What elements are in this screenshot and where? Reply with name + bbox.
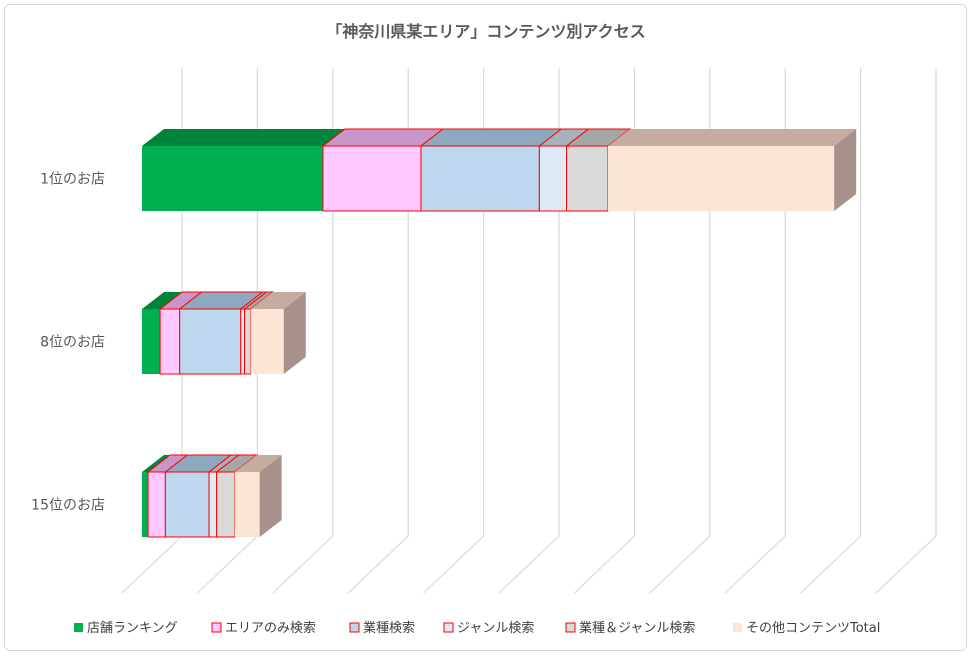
legend-item: 業種検索: [349, 620, 415, 636]
bar-segment: [419, 128, 563, 212]
gridline-floor: [272, 535, 334, 594]
bar-segment: [565, 128, 632, 212]
category-labels: 1位のお店 8位のお店 15位のお店: [31, 172, 105, 514]
bar-segment: [250, 292, 306, 374]
bar-segment: [142, 129, 345, 211]
category-label: 1位のお店: [40, 172, 105, 188]
bar-segment: [142, 455, 171, 537]
bar-front-face: [142, 309, 161, 374]
bar-side-face: [834, 129, 857, 211]
bar-top-face: [607, 129, 857, 146]
bar-front-face: [142, 472, 149, 537]
gridline-floor: [498, 535, 560, 594]
gridline-floor: [724, 535, 786, 594]
bar-segment: [215, 454, 259, 538]
legend-swatch: [74, 623, 83, 632]
bar-segment: [321, 128, 445, 212]
bar-front-face: [159, 308, 181, 375]
legend-label: 店舗ランキング: [87, 621, 178, 636]
bar-front-face: [250, 309, 284, 374]
bar-front-face: [607, 146, 835, 211]
gridline-floor: [121, 535, 183, 594]
chart-title: 「神奈川県某エリア」コンテンツ別アクセス: [326, 22, 645, 41]
gridline-floor: [347, 535, 409, 594]
category-label: 15位のお店: [31, 498, 105, 514]
bar-side-face: [259, 455, 282, 537]
bar-front-face: [566, 145, 609, 212]
bar-front-face: [420, 145, 540, 212]
bar-top-face: [419, 128, 563, 147]
legend-label: ジャンル検索: [457, 621, 534, 636]
gridline-floor: [800, 535, 862, 594]
bar-front-face: [179, 308, 242, 375]
bar-segment: [607, 129, 857, 211]
bar-front-face: [216, 471, 236, 538]
legend-item: その他コンテンツTotal: [733, 621, 880, 636]
gridline-floor: [649, 535, 711, 594]
bar-segment: [537, 128, 590, 212]
bars: [142, 128, 857, 538]
legend-swatch: [733, 623, 742, 632]
bar-top-face: [142, 292, 183, 309]
bar-front-face: [142, 146, 323, 211]
legend-label: その他コンテンツTotal: [746, 621, 880, 636]
bar-front-face: [244, 308, 252, 375]
legend-item: エリアのみ検索: [211, 621, 316, 636]
bar-front-face: [322, 145, 422, 212]
bar-front-face: [538, 145, 568, 212]
bar-front-face: [164, 471, 210, 538]
legend-item: ジャンル検索: [443, 621, 534, 636]
bar-top-face: [250, 292, 306, 309]
bar-segment: [163, 454, 233, 538]
gridline-floor: [875, 535, 937, 594]
bar-front-face: [240, 308, 246, 375]
legend-swatch: [443, 622, 454, 633]
legend: 店舗ランキング エリアのみ検索 業種検索 ジャンル検索 業種＆ジャンル検索 その他コンテン…: [74, 620, 880, 636]
bar-segment: [142, 292, 183, 374]
legend-swatch: [349, 622, 360, 633]
bar-front-face: [234, 472, 260, 537]
legend-swatch: [565, 622, 576, 633]
bar-top-face: [142, 455, 171, 472]
legend-label: 業種＆ジャンル検索: [579, 620, 695, 636]
bar-top-face: [142, 129, 345, 146]
gridline-floor: [573, 535, 635, 594]
bar-front-face: [147, 471, 166, 538]
bar-side-face: [283, 292, 306, 374]
bar-segment: [158, 291, 204, 375]
legend-item: 業種＆ジャンル検索: [565, 620, 695, 636]
legend-label: エリアのみ検索: [225, 621, 316, 636]
bar-top-face: [234, 455, 282, 472]
bar-segment: [146, 454, 189, 538]
bar-segment: [234, 455, 282, 537]
gridline-floor: [196, 535, 258, 594]
category-label: 8位のお店: [40, 335, 105, 351]
bar-front-face: [208, 471, 218, 538]
legend-swatch: [211, 622, 222, 633]
legend-label: 業種検索: [363, 620, 415, 636]
bar-segment: [178, 291, 265, 375]
gridline-floor: [423, 535, 485, 594]
legend-item: 店舗ランキング: [74, 621, 178, 636]
